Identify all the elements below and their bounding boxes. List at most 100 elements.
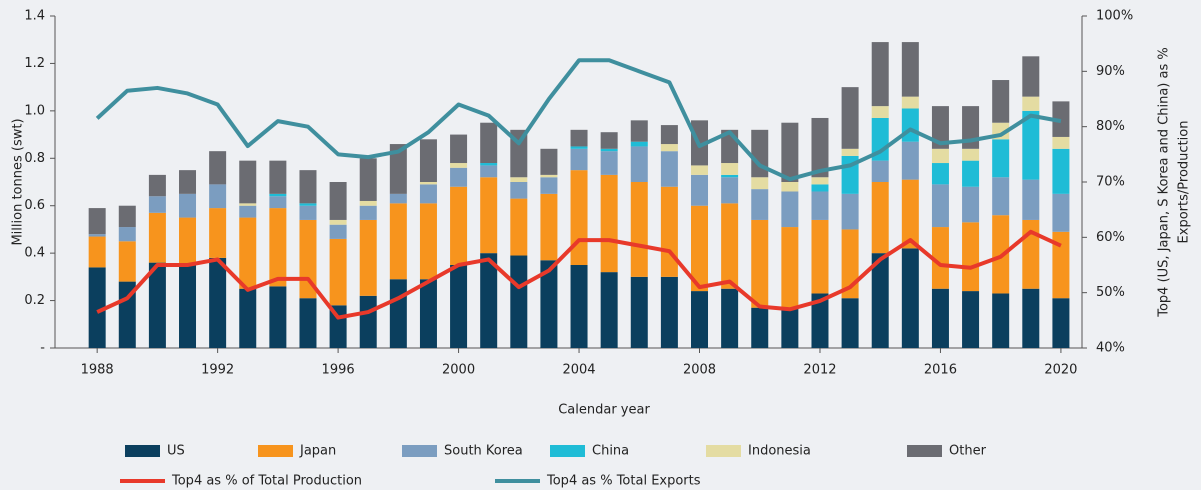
y2-tick-label: 80% [1096,119,1125,134]
bar-segment [510,198,528,256]
x-tick-label: 2008 [683,363,716,378]
bar-segment [389,193,407,204]
bar-segment [359,219,377,296]
bar-segment [179,170,197,194]
line-series [95,58,1062,182]
bar-segment [931,288,949,348]
bar-segment [871,106,889,118]
bar-segment [148,196,166,213]
bar-segment [962,160,980,187]
bar-segment [118,227,136,242]
bar-segment [389,203,407,280]
bar-segment [781,307,799,348]
bar-segment [841,298,859,348]
bar-segment [811,184,829,192]
bar-segment [570,129,588,147]
x-tick-label: 2012 [803,363,836,378]
bar-segment [389,279,407,348]
y-tick-label: 0.2 [24,293,45,308]
bar-segment [841,148,859,156]
bar-segment [1022,96,1040,111]
x-tick-label: 2000 [442,363,475,378]
bar-segment [570,146,588,149]
bar-segment [871,42,889,107]
y-tick-label: 0.4 [24,246,45,261]
legend-label: South Korea [444,444,523,459]
bar-segment [1052,148,1070,194]
bar-segment [269,160,287,194]
bar-segment [600,132,618,149]
bar-segment [751,307,769,348]
bar-segment [209,208,227,258]
bar-segment [419,184,437,204]
bar-segment [540,148,558,175]
bar-segment [540,174,558,178]
bar-segment [871,253,889,348]
bar-segment [931,184,949,228]
bar-segment [209,257,227,348]
bar-segment [901,141,919,180]
bar-segment [389,144,407,194]
bar-segment [88,234,106,237]
y2-tick-label: 70% [1096,175,1125,190]
bar-segment [901,108,919,142]
bar-segment [570,265,588,348]
bar-segment [1022,56,1040,97]
x-tick-label: 1996 [322,363,355,378]
bar-segment [992,139,1010,178]
legend-swatch [550,445,585,457]
bar-segment [359,205,377,220]
y2-tick-label: 40% [1096,341,1125,356]
y2-axis-title: Exports/Production [1177,121,1192,244]
bar-segment [1022,110,1040,180]
bar-segment [630,276,648,348]
legend-label: Indonesia [748,444,811,459]
bar-segment [359,295,377,348]
x-tick-label: 2004 [562,363,595,378]
bar-segment [660,125,678,145]
bar-segment [691,165,709,175]
legend-label: US [167,444,185,459]
bar-segment [781,122,799,182]
legend-label: Japan [299,444,336,459]
bar-segment [781,227,799,308]
bar-segment [1022,288,1040,348]
bar-segment [931,148,949,164]
bar-segment [871,182,889,254]
bar-segment [148,174,166,197]
bar-segment [419,203,437,280]
bar-segment [600,174,618,273]
legend-label: Top4 as % of Total Production [171,474,362,489]
bar-segment [299,203,317,206]
x-axis-title: Calendar year [558,403,650,418]
bar-segment [88,267,106,348]
bar-segment [781,191,799,228]
bar-segment [419,279,437,348]
bar-segment [148,262,166,348]
bar-segment [691,205,709,292]
y2-tick-label: 90% [1096,64,1125,79]
bar-segment [540,260,558,348]
bar-segment [721,174,739,178]
bar-segment [450,167,468,187]
legend-swatch [125,445,160,457]
bar-segment [600,151,618,175]
bar-segment [931,163,949,185]
bar-segment [329,219,347,225]
bar-segment [570,148,588,171]
bar-segment [359,200,377,206]
bar-segment [570,170,588,265]
bar-segment [118,205,136,228]
bar-segment [359,158,377,201]
legend-swatch [907,445,942,457]
bar-segment [450,163,468,168]
bar-segment [450,134,468,164]
bar-segment [660,186,678,277]
bar-segment [931,106,949,149]
bar-segment [329,224,347,239]
bar-segment [660,151,678,187]
bar-segment [510,177,528,182]
bar-segment [118,241,136,282]
bar-segment [209,151,227,185]
